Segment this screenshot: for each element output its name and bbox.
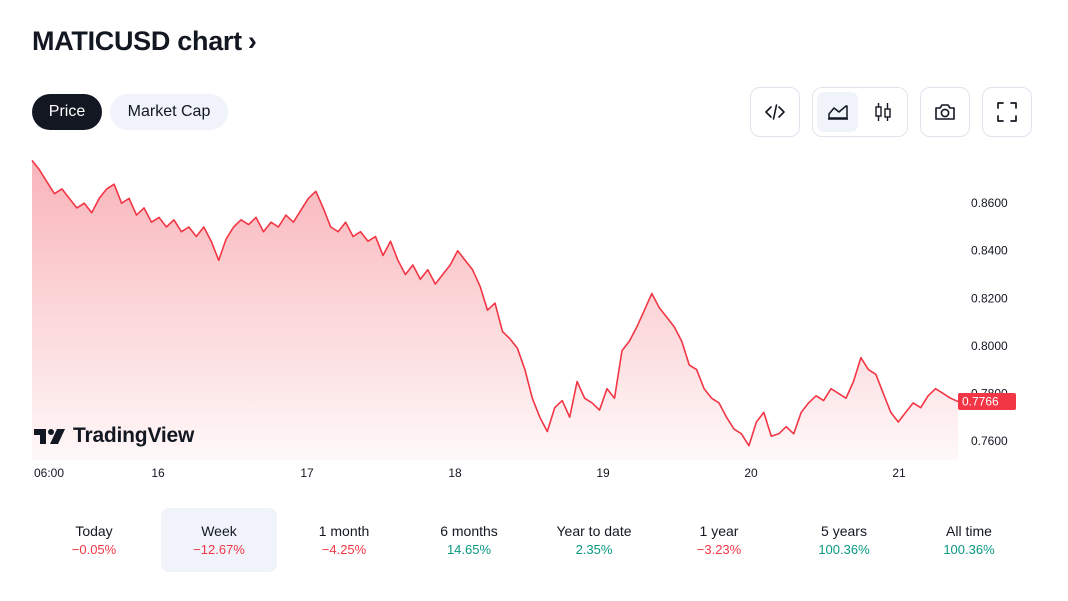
period-label: Year to date [556,522,632,539]
candlestick-icon [874,103,891,121]
period-change: −12.67% [193,541,245,557]
x-tick-label: 19 [596,466,610,480]
tradingview-logo[interactable]: TradingView [34,424,194,448]
chart-style-toggle [812,87,908,137]
period-change: 100.36% [943,541,995,557]
period-label: All time [946,522,992,539]
period-label: Today [75,522,113,539]
x-tick-label: 06:00 [34,466,64,480]
x-tick-label: 17 [300,466,314,480]
tradingview-logo-icon [34,428,65,444]
period-change: −4.25% [321,541,367,557]
current-price-tag: 0.7766 [958,393,1016,411]
period-label: 1 month [318,522,370,539]
x-tick-label: 20 [744,466,758,480]
area-chart-icon [827,105,848,120]
period-1-month[interactable]: 1 month −4.25% [286,508,402,572]
period-today[interactable]: Today −0.05% [36,508,152,572]
chart-title-text: MATICUSD chart [32,26,242,56]
tab-price[interactable]: Price [32,94,102,130]
brand-name: TradingView [73,424,195,447]
snapshot-button[interactable] [920,87,970,137]
period-change: −3.23% [696,541,742,557]
area-chart-button[interactable] [817,92,858,132]
period-5-years[interactable]: 5 years 100.36% [786,508,902,572]
period-6-months[interactable]: 6 months 14.65% [411,508,527,572]
embed-button[interactable] [750,87,800,137]
x-axis: 06:00 16 17 18 19 20 21 [34,466,906,480]
current-price-label: 0.7766 [962,395,999,409]
code-icon [765,104,785,120]
period-selector: Today −0.05% Week −12.67% 1 month −4.25% 6 mon… [0,508,1068,572]
y-tick-label: 0.7600 [971,434,1008,448]
period-1-year[interactable]: 1 year −3.23% [661,508,777,572]
period-change: 100.36% [818,541,870,557]
price-line [31,159,959,447]
period-change: −0.05% [71,541,117,557]
y-tick-label: 0.8200 [971,291,1008,305]
x-tick-label: 16 [151,466,165,480]
x-tick-label: 21 [892,466,906,480]
period-label: 1 year [699,522,739,539]
y-tick-label: 0.8000 [971,339,1008,353]
chart-title[interactable]: MATICUSD chart › [32,26,257,57]
candlestick-button[interactable] [862,92,903,132]
x-tick-label: 18 [448,466,462,480]
period-label: 5 years [821,522,867,539]
fullscreen-icon [997,102,1017,122]
tab-market-cap[interactable]: Market Cap [110,94,228,130]
y-tick-label: 0.8400 [971,244,1008,258]
camera-icon [935,104,955,120]
fullscreen-button[interactable] [982,87,1032,137]
period-change: 14.65% [446,541,492,557]
period-all-time[interactable]: All time 100.36% [911,508,1027,572]
y-tick-label: 0.8600 [971,196,1008,210]
period-change: 2.35% [575,541,613,557]
period-week[interactable]: Week −12.67% [161,508,277,572]
period-label: 6 months [440,522,498,539]
period-label: Week [201,522,237,539]
period-year-to-date[interactable]: Year to date 2.35% [536,508,652,572]
chevron-right-icon: › [247,26,257,56]
price-area-fill [32,160,958,460]
